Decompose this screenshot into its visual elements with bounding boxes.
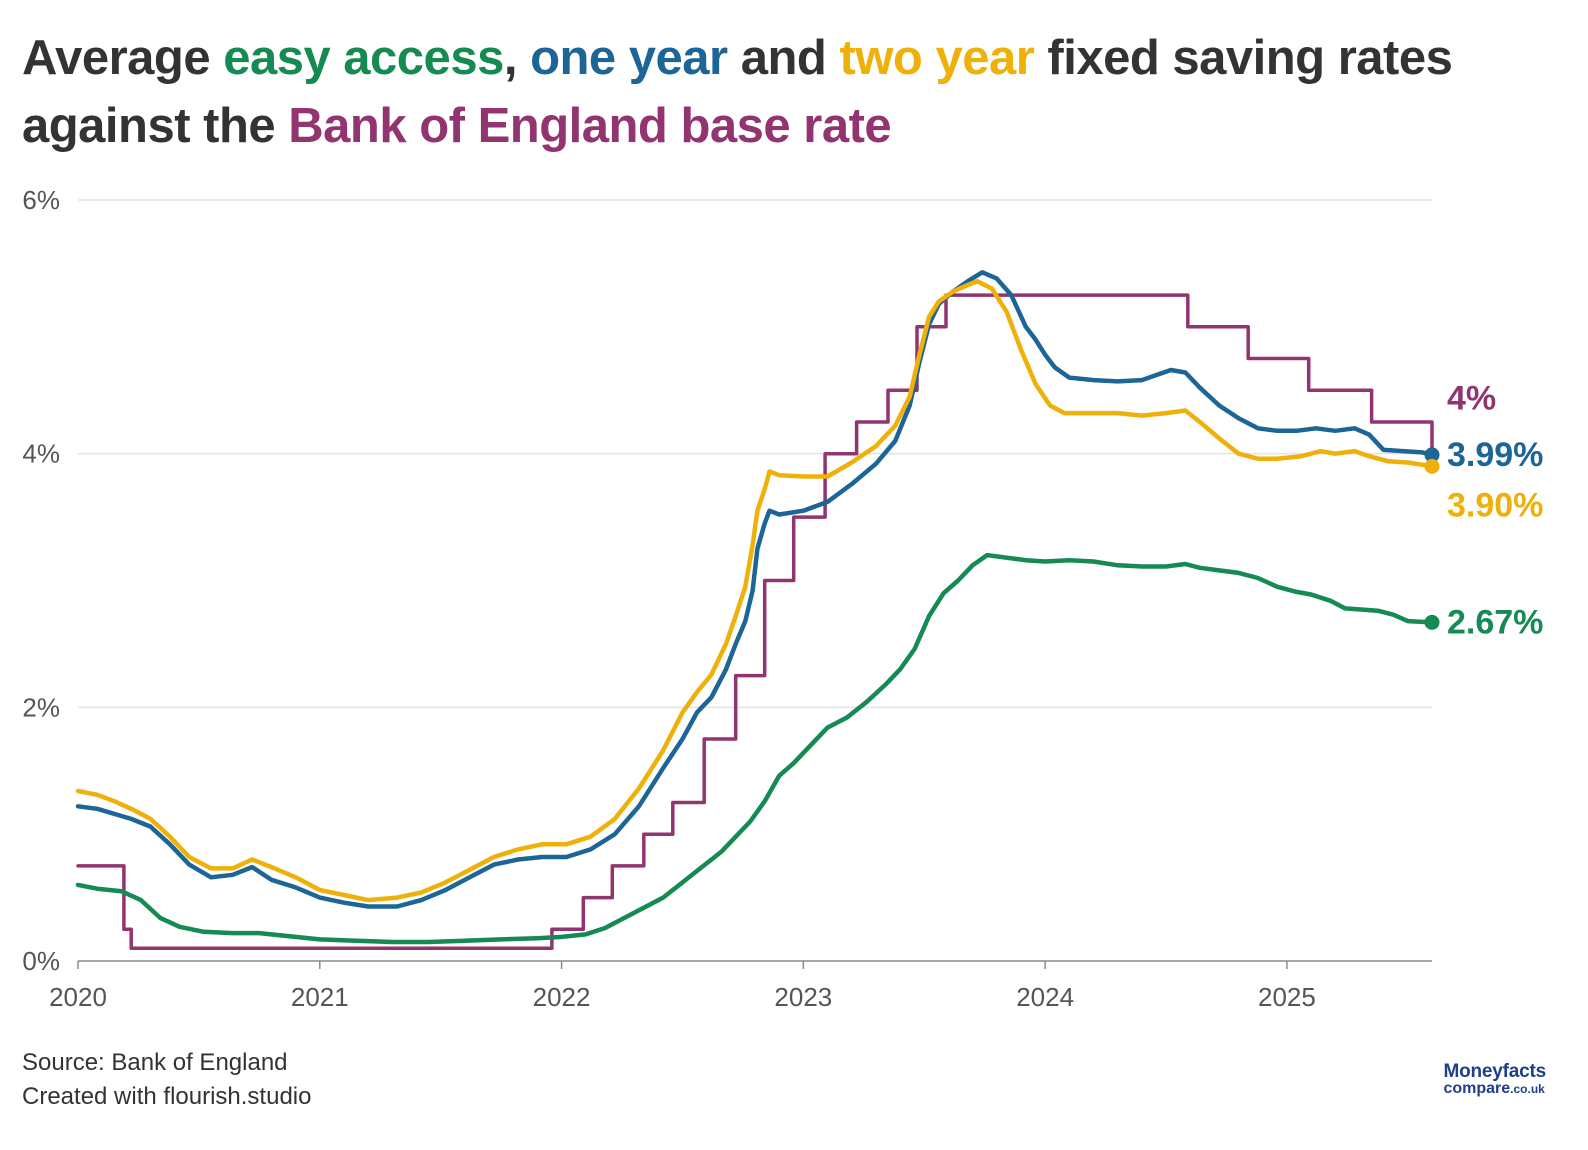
title-part-4: fixed saving rates against the (22, 31, 1453, 153)
series-layer (75, 270, 1440, 951)
source-note: Source: Bank of England (22, 1049, 288, 1076)
series-line-boe (76, 293, 1434, 951)
logo-tld: .co.uk (1510, 1082, 1545, 1096)
series-line-easy (75, 552, 1435, 945)
title-boe-base-rate: Bank of England base rate (288, 99, 892, 153)
chart-title: Average easy access, one year and two ye… (22, 24, 1562, 160)
end-marker-easy (1424, 614, 1440, 630)
x-tick-label: 2025 (1258, 982, 1316, 1012)
end-marker-two (1424, 458, 1440, 474)
axis-layer: 0% 2% 4% 6% 2020 2021 2022 2023 2024 2025 (22, 185, 1432, 1012)
title-part-1: Average (22, 31, 224, 85)
title-two-year: two year (839, 31, 1035, 85)
moneyfacts-logo: Moneyfacts compare.co.uk (1443, 1062, 1546, 1097)
end-label-two: 3.90% (1447, 486, 1543, 524)
footer: Source: Bank of England Created with flo… (22, 1046, 311, 1114)
title-part-2: , (503, 31, 531, 85)
title-part-3: and (727, 31, 840, 85)
title-easy-access: easy access (223, 31, 504, 85)
x-tick-label: 2022 (533, 982, 591, 1012)
series-line-one (75, 270, 1435, 909)
created-with-note: Created with flourish.studio (22, 1083, 312, 1110)
y-tick-label: 6% (22, 185, 60, 215)
x-tick-label: 2024 (1016, 982, 1074, 1012)
title-one-year: one year (530, 31, 728, 85)
x-tick-label: 2023 (774, 982, 832, 1012)
end-label-layer: 4% 3.99% 3.90% 2.67% (1447, 380, 1543, 642)
grid-layer (78, 199, 1432, 709)
end-marker-one (1424, 447, 1440, 463)
logo-brand: Moneyfacts (1443, 1061, 1546, 1082)
logo-sub: compare.co.uk (1443, 1081, 1546, 1097)
x-tick-label: 2020 (49, 982, 107, 1012)
y-tick-label: 0% (22, 946, 60, 976)
end-label-boe: 4% (1447, 380, 1496, 418)
y-tick-label: 2% (22, 692, 60, 722)
series-line-two (75, 278, 1435, 903)
end-label-one: 3.99% (1447, 436, 1543, 474)
logo-sub-text: compare (1443, 1080, 1511, 1097)
x-tick-label: 2021 (291, 982, 349, 1012)
end-label-easy: 2.67% (1447, 603, 1543, 641)
y-tick-label: 4% (22, 439, 60, 469)
